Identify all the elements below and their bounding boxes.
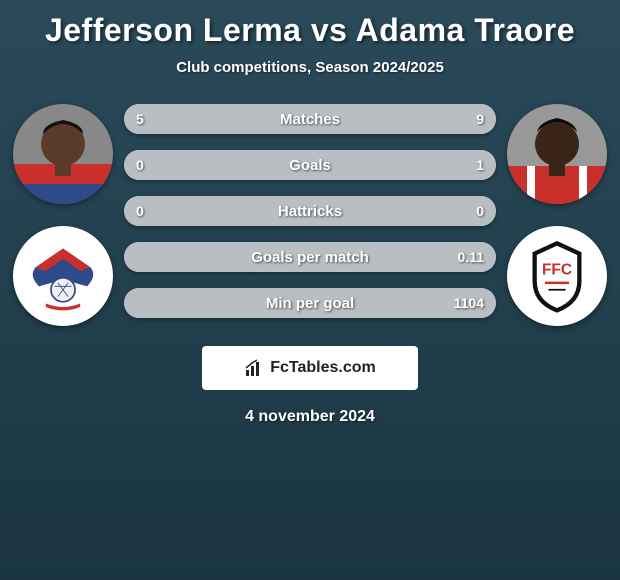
stat-bar: 0Hattricks0 [124, 196, 496, 226]
stat-label: Min per goal [124, 288, 496, 318]
brand-box: FcTables.com [202, 346, 418, 390]
player-left-illustration-icon [13, 104, 113, 204]
stat-value-right: 0 [464, 196, 496, 226]
player-right-avatar [507, 104, 607, 204]
stat-value-right: 0.11 [446, 242, 496, 272]
date: 4 november 2024 [0, 408, 620, 426]
fulham-crest-icon: FFC [514, 233, 600, 319]
club-left-badge [13, 226, 113, 326]
left-column [8, 104, 118, 326]
crystal-palace-crest-icon [20, 233, 106, 319]
stat-bar: 5Matches9 [124, 104, 496, 134]
title: Jefferson Lerma vs Adama Traore [0, 0, 620, 49]
stat-label: Hattricks [124, 196, 496, 226]
chart-icon [244, 358, 264, 378]
club-right-badge: FFC [507, 226, 607, 326]
stat-bar: Min per goal1104 [124, 288, 496, 318]
stat-bars: 5Matches90Goals10Hattricks0Goals per mat… [118, 104, 502, 318]
stat-value-right: 1104 [442, 288, 496, 318]
stat-label: Matches [124, 104, 496, 134]
brand-text: FcTables.com [270, 359, 376, 377]
subtitle: Club competitions, Season 2024/2025 [0, 59, 620, 76]
stat-bar: Goals per match0.11 [124, 242, 496, 272]
stat-bar: 0Goals1 [124, 150, 496, 180]
player-right-illustration-icon [507, 104, 607, 204]
stat-value-right: 9 [464, 104, 496, 134]
right-column: FFC [502, 104, 612, 326]
stat-value-right: 1 [464, 150, 496, 180]
player-left-avatar [13, 104, 113, 204]
stat-label: Goals per match [124, 242, 496, 272]
svg-text:FFC: FFC [542, 261, 572, 278]
stat-label: Goals [124, 150, 496, 180]
comparison-content: 5Matches90Goals10Hattricks0Goals per mat… [0, 104, 620, 326]
